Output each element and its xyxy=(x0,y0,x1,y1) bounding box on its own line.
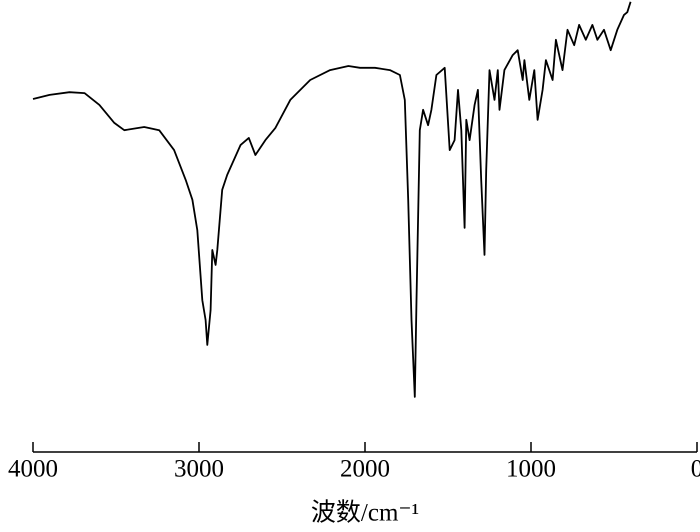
x-axis-label: 波数/cm⁻¹ xyxy=(311,499,419,527)
x-tick-label: 2000 xyxy=(340,456,390,483)
x-tick-label: 3000 xyxy=(174,456,224,483)
x-tick-label: 4000 xyxy=(8,456,58,483)
x-tick-label: 0 xyxy=(691,456,700,483)
x-tick-label: 1000 xyxy=(506,456,556,483)
spectrum-line xyxy=(32,1,632,398)
